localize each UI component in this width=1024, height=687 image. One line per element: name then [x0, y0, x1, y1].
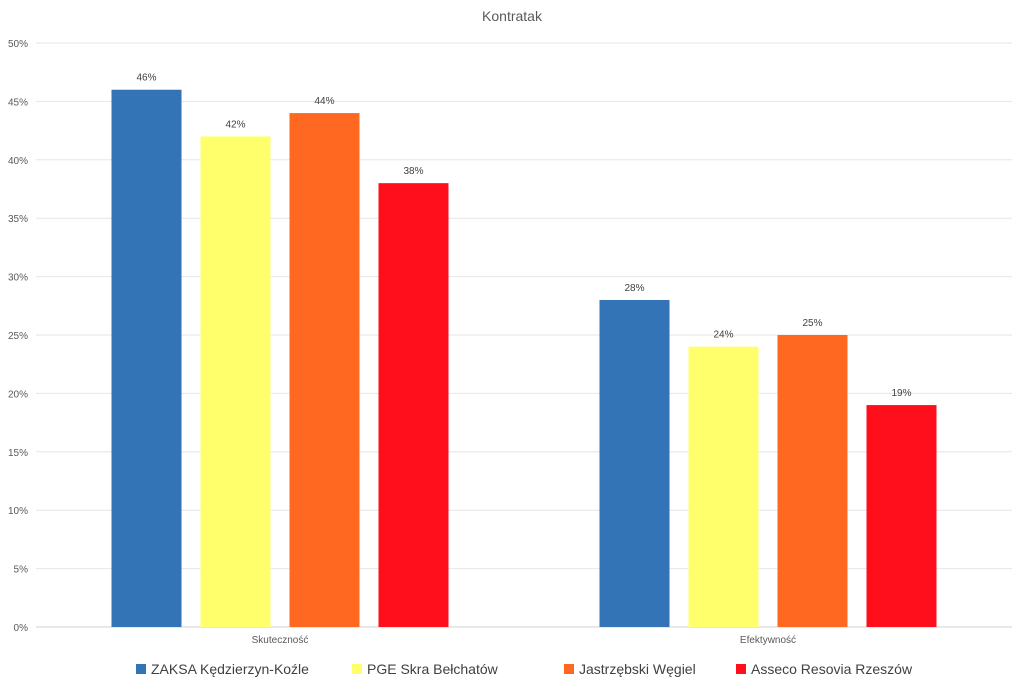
y-tick-label: 5%	[14, 565, 29, 576]
x-category-label: Efektywność	[740, 635, 796, 646]
bar	[289, 113, 360, 627]
y-tick-label: 45%	[8, 97, 28, 108]
data-label: 28%	[624, 283, 644, 294]
y-tick-label: 30%	[8, 273, 28, 284]
y-tick-label: 15%	[8, 448, 28, 459]
bar	[777, 335, 848, 627]
bar	[378, 183, 449, 627]
bars	[111, 89, 937, 628]
legend-label: PGE Skra Bełchatów	[367, 661, 499, 677]
bar	[200, 136, 271, 627]
y-tick-label: 0%	[14, 623, 29, 634]
legend-label: Jastrzębski Węgiel	[579, 661, 696, 677]
y-tick-label: 10%	[8, 506, 28, 517]
data-labels: 46% 42% 44% 38% 28% 24% 25% 19%	[136, 73, 911, 399]
data-label: 24%	[713, 330, 733, 341]
gridlines	[36, 42, 1012, 628]
y-tick-label: 20%	[8, 389, 28, 400]
legend-swatch	[736, 664, 746, 674]
data-label: 46%	[136, 73, 156, 84]
data-label: 25%	[802, 318, 822, 329]
legend-swatch	[564, 664, 574, 674]
data-label: 42%	[225, 119, 245, 130]
legend-label: Asseco Resovia Rzeszów	[751, 661, 913, 677]
chart-title: Kontratak	[482, 8, 543, 24]
y-tick-label: 50%	[8, 39, 28, 50]
data-label: 19%	[891, 388, 911, 399]
legend-swatch	[136, 664, 146, 674]
x-axis-categories: Skuteczność Efektywność	[252, 635, 796, 646]
data-label: 38%	[403, 166, 423, 177]
data-label: 44%	[314, 96, 334, 107]
legend: ZAKSA Kędzierzyn-Koźle PGE Skra Bełchatów…	[136, 661, 913, 677]
y-axis-ticks: 0% 5% 10% 15% 20% 25% 30% 35% 40% 45% 50%	[8, 39, 28, 634]
x-category-label: Skuteczność	[252, 635, 309, 646]
y-tick-label: 25%	[8, 331, 28, 342]
bar	[111, 89, 182, 628]
bar	[866, 405, 937, 627]
y-tick-label: 35%	[8, 214, 28, 225]
y-tick-label: 40%	[8, 156, 28, 167]
legend-swatch	[352, 664, 362, 674]
bar	[688, 346, 759, 627]
legend-label: ZAKSA Kędzierzyn-Koźle	[151, 661, 309, 677]
bar	[599, 299, 670, 627]
